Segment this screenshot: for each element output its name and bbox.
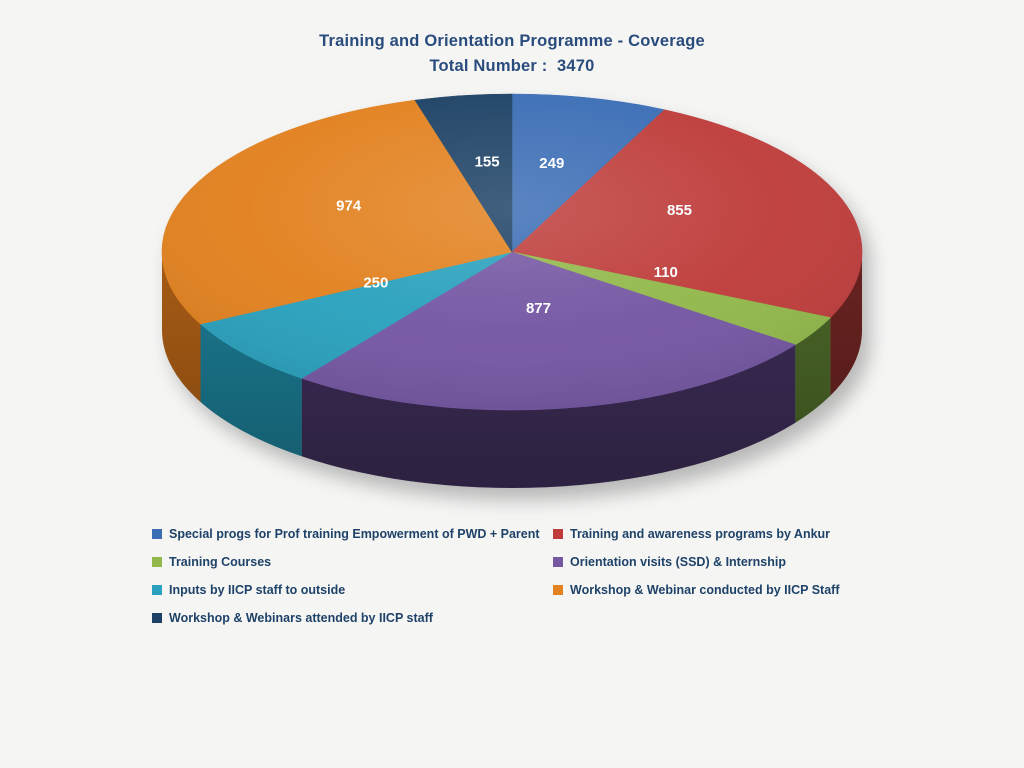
legend-marker <box>152 528 162 539</box>
legend-label: Orientation visits (SSD) & Internship <box>570 554 786 569</box>
pie-top-sheen <box>162 94 862 410</box>
chart-title: Training and Orientation Programme - Cov… <box>319 32 705 50</box>
legend-marker <box>553 528 563 539</box>
legend-item: Special progs for Prof training Empowerm… <box>152 525 553 542</box>
legend-item: Workshop & Webinar conducted by IICP Sta… <box>553 581 897 598</box>
pie-side-shade <box>162 252 862 488</box>
legend-item: Orientation visits (SSD) & Internship <box>553 553 897 570</box>
legend-marker <box>152 556 162 567</box>
legend-marker <box>553 584 563 595</box>
legend-label: Special progs for Prof training Empowerm… <box>169 526 540 541</box>
legend-label: Training Courses <box>169 554 272 569</box>
pie-slice-value: 974 <box>336 198 362 215</box>
legend-item: Training and awareness programs by Ankur <box>553 525 897 542</box>
legend-item: Training Courses <box>152 553 553 570</box>
legend-marker <box>553 556 563 567</box>
pie-group: 249 855 110 877 250 974 155 <box>161 93 863 489</box>
pie-slice-value: 855 <box>667 202 692 219</box>
legend-label: Workshop & Webinars attended by IICP sta… <box>169 610 433 625</box>
pie-slice-value: 250 <box>363 275 388 292</box>
pie-slice-value: 155 <box>475 154 500 171</box>
chart-subtitle: Total Number : 3470 <box>429 57 595 75</box>
legend-label: Inputs by IICP staff to outside <box>169 582 346 597</box>
legend-label: Workshop & Webinar conducted by IICP Sta… <box>570 582 840 597</box>
pie-slice-value: 249 <box>539 155 564 172</box>
legend-marker <box>152 612 162 623</box>
legend-label: Training and awareness programs by Ankur <box>570 526 831 541</box>
chart-title-block: Training and Orientation Programme - Cov… <box>0 29 1024 79</box>
legend-item: Workshop & Webinars attended by IICP sta… <box>152 609 553 626</box>
pie-slice-value: 110 <box>654 264 678 281</box>
legend: Special progs for Prof training Empowerm… <box>152 525 897 626</box>
pie-slice-value: 877 <box>526 300 551 317</box>
legend-marker <box>152 584 162 595</box>
legend-item: Inputs by IICP staff to outside <box>152 581 553 598</box>
